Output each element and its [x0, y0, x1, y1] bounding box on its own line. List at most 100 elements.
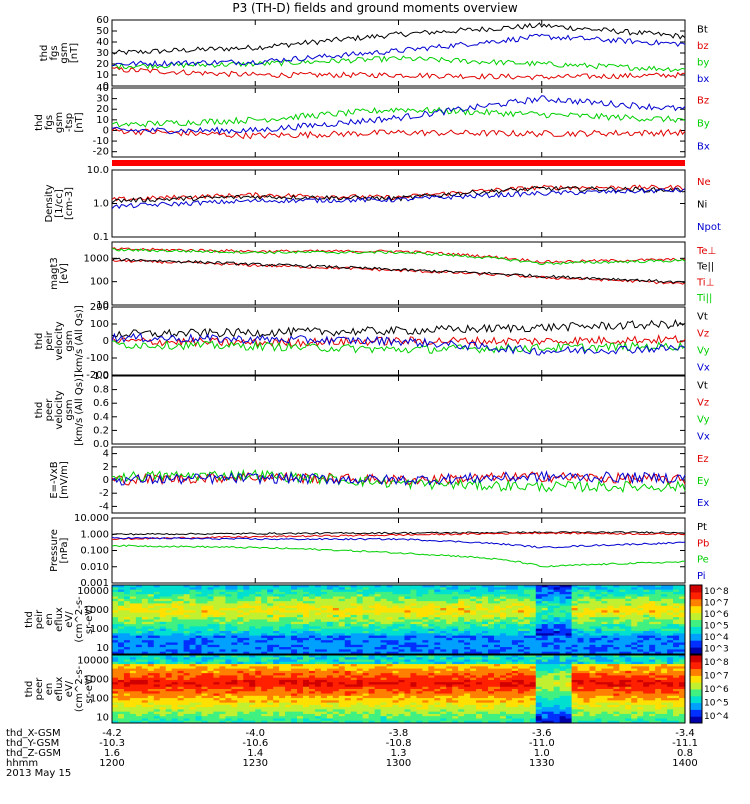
figure-title: P3 (TH-D) fields and ground moments over…	[232, 1, 517, 15]
y-tick-label: 0.010	[80, 562, 109, 573]
legend-item: Ey	[697, 476, 709, 487]
legend-item: Ni	[697, 200, 707, 211]
panel-frame	[112, 376, 685, 444]
y-tick-label: 10	[96, 712, 109, 723]
legend-item: Vt	[697, 312, 708, 323]
series-line-bz	[112, 67, 685, 79]
legend-item: Vy	[697, 415, 710, 426]
legend-item: Vt	[697, 381, 708, 392]
legend-item: Pt	[697, 522, 707, 533]
y-tick-label: 0	[103, 336, 109, 347]
y-tick-label: 1000	[84, 605, 109, 616]
colorbar-segment	[690, 599, 702, 606]
y-tick-label: 100	[90, 693, 109, 704]
series-line-bx	[112, 34, 685, 66]
panel-frame	[112, 518, 685, 583]
y-tick-label: -100	[86, 353, 109, 364]
series-line-Pe	[112, 545, 685, 567]
series-line-Vt	[112, 320, 685, 337]
y-tick-label: 1.0	[93, 371, 109, 382]
legend-item: Te⊥	[696, 246, 716, 257]
colorbar-segment	[690, 620, 702, 627]
colorbar-label: 10^3	[704, 644, 729, 654]
y-tick-label: 10000	[77, 656, 109, 667]
y-axis-label: [km/s (All Qs)]	[74, 305, 85, 377]
colorbar-segment	[690, 585, 702, 592]
y-tick-label: 0.2	[93, 425, 109, 436]
y-tick-label: 30	[96, 94, 109, 105]
legend-item: Ti||	[696, 293, 712, 304]
y-tick-label: 200	[90, 302, 109, 313]
y-tick-label: 10	[96, 70, 109, 81]
series-line-Bt	[112, 23, 685, 54]
y-tick-label: 1.000	[80, 529, 109, 540]
y-tick-label: 10.000	[74, 513, 109, 524]
legend-item: Ex	[697, 498, 709, 509]
y-tick-label: 0	[103, 475, 109, 486]
series-line-Ti⊥	[112, 248, 685, 263]
colorbar-label: 10^4	[704, 633, 729, 643]
y-tick-label: -10	[93, 136, 109, 147]
y-tick-label: 40	[96, 83, 109, 94]
y-tick-label: 4	[103, 449, 109, 460]
legend-item: Pi	[697, 571, 706, 582]
series-line-by	[112, 56, 685, 72]
y-tick-label: 1000	[84, 253, 109, 264]
panel-frame	[112, 170, 685, 237]
y-axis-label: [nPa]	[59, 537, 70, 563]
y-axis-label: [nT]	[69, 43, 80, 63]
y-axis-label: [mV/m]	[59, 461, 70, 499]
legend-item: Vx	[697, 432, 710, 443]
y-tick-label: -2	[99, 488, 109, 499]
y-tick-label: 30	[96, 48, 109, 59]
legend-item: Pb	[697, 538, 709, 549]
series-line-Bz	[112, 128, 685, 139]
y-tick-label: 2	[103, 462, 109, 473]
y-tick-label: 10.0	[87, 165, 109, 176]
y-tick-label: 0.8	[93, 385, 109, 396]
y-tick-label: 100	[90, 319, 109, 330]
y-tick-label: 10	[96, 643, 109, 654]
y-axis-label: [cm-3]	[64, 187, 75, 220]
legend-item: bx	[697, 74, 709, 85]
y-tick-label: 0.100	[80, 546, 109, 557]
colorbar-segment	[690, 626, 702, 633]
y-tick-label: 10000	[77, 586, 109, 597]
legend-item: By	[697, 119, 710, 130]
y-axis-label: [nT]	[74, 112, 85, 132]
y-tick-label: -20	[93, 147, 109, 158]
y-tick-label: 0.4	[93, 412, 109, 423]
colorbar-segment	[690, 606, 702, 613]
y-tick-label: 50	[96, 26, 109, 37]
legend-item: Bx	[697, 142, 710, 153]
panel-p8: Pressure[nPa]0.0010.0100.1001.00010.000P…	[49, 513, 709, 589]
colorbar-segment	[690, 592, 702, 599]
y-axis-label: [eV]	[59, 263, 70, 284]
legend-item: Ti⊥	[696, 277, 714, 288]
panel-frame	[112, 88, 685, 157]
y-tick-label: 20	[96, 104, 109, 115]
legend-item: bz	[697, 41, 709, 52]
y-tick-label: 0.6	[93, 398, 109, 409]
legend-item: by	[697, 57, 709, 68]
legend-item: Npot	[697, 222, 721, 233]
legend-item: Ne	[697, 177, 711, 188]
colorbar-segment	[690, 647, 702, 654]
legend-item: Vz	[697, 329, 709, 340]
y-tick-label: 1000	[84, 675, 109, 686]
colorbar-segment	[690, 633, 702, 640]
colorbar-segment	[690, 613, 702, 620]
y-tick-label: 60	[96, 15, 109, 26]
